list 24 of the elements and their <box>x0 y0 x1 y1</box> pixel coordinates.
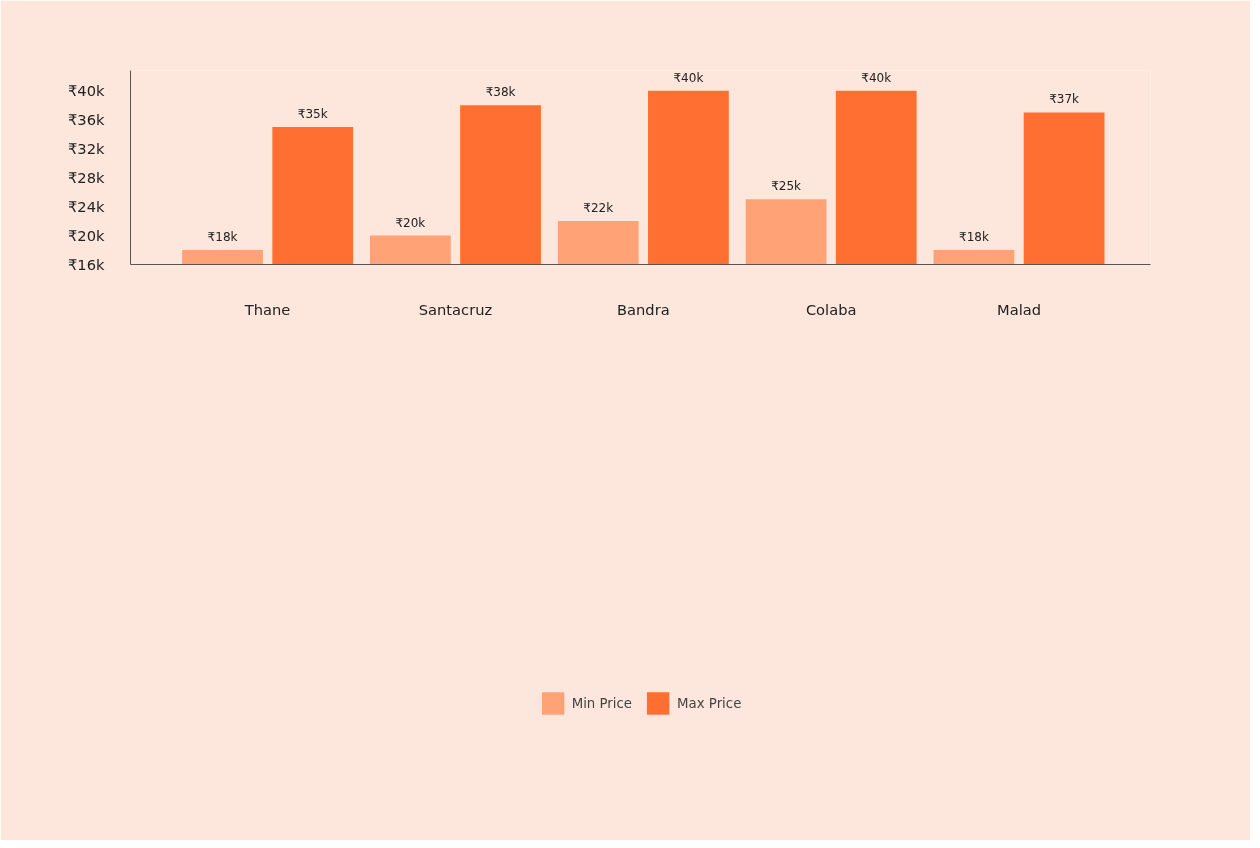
x-tick-label: Malad <box>997 300 1041 318</box>
y-tick-label: ₹16k <box>68 256 106 273</box>
data-label: ₹38k <box>485 85 516 100</box>
y-tick-label: ₹32k <box>68 140 106 158</box>
x-tick-label: Thane <box>243 300 291 318</box>
y-tick-label: ₹28k <box>68 169 106 187</box>
y-tick-label: ₹40k <box>68 82 106 100</box>
y-tick-label: ₹24k <box>68 198 106 216</box>
y-tick-label: ₹20k <box>68 227 106 245</box>
legend-label: Max Price <box>677 695 742 711</box>
data-label: ₹40k <box>673 70 704 85</box>
legend-label: Min Price <box>571 695 633 711</box>
y-tick-label: ₹36k <box>68 111 106 129</box>
x-tick-label: Bandra <box>617 300 670 318</box>
data-label: ₹37k <box>1049 92 1080 107</box>
data-label: ₹20k <box>395 215 426 230</box>
data-label: ₹25k <box>771 179 802 194</box>
data-label: ₹18k <box>959 230 989 245</box>
data-label: ₹35k <box>297 106 328 121</box>
x-tick-label: Colaba <box>805 300 857 318</box>
data-label: ₹40k <box>861 70 892 85</box>
data-label: ₹18k <box>207 230 238 245</box>
data-label: ₹22k <box>583 201 614 216</box>
x-tick-label: Santacruz <box>418 300 493 318</box>
